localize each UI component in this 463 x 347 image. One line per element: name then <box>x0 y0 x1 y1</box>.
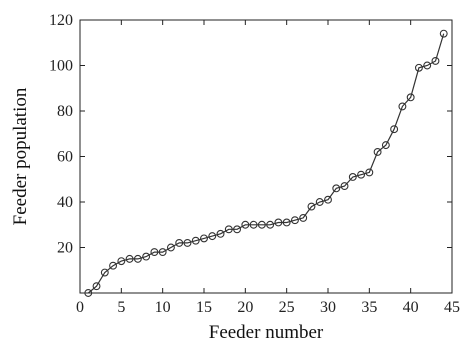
data-point <box>241 220 250 229</box>
data-point <box>307 202 316 211</box>
data-point <box>357 170 366 179</box>
data-point <box>109 261 118 270</box>
y-axis-label: Feeder population <box>10 87 31 225</box>
x-tick-label: 30 <box>320 299 336 316</box>
y-tick-label: 60 <box>57 149 73 166</box>
y-tick-label: 20 <box>57 240 73 257</box>
data-point <box>315 198 324 206</box>
data-point <box>84 289 93 297</box>
data-point <box>381 141 390 150</box>
plot-frame <box>79 19 453 294</box>
x-tick-label: 25 <box>279 299 295 316</box>
data-point <box>208 232 217 241</box>
data-point <box>398 102 407 111</box>
x-tick-label: 35 <box>361 299 377 316</box>
data-point <box>290 216 299 225</box>
y-tick-label: 40 <box>57 194 73 211</box>
data-point <box>324 195 332 204</box>
x-tick-label: 0 <box>76 299 84 316</box>
data-point <box>266 220 275 229</box>
data-point <box>340 182 349 191</box>
data-point <box>423 61 432 70</box>
data-point <box>299 213 308 222</box>
data-point <box>183 239 192 247</box>
data-point <box>282 218 291 227</box>
series-line <box>87 33 445 294</box>
plot-area <box>84 29 448 297</box>
data-point <box>373 148 382 156</box>
data-point <box>406 93 415 102</box>
x-tick-label: 45 <box>444 299 460 316</box>
data-point <box>390 125 399 134</box>
data-point <box>125 254 134 263</box>
data-point <box>158 248 167 257</box>
ticks: 0 5 10 15 20 25 30 35 40 45 20 40 60 80 100 120 <box>49 12 460 316</box>
data-point <box>414 63 423 72</box>
data-point <box>365 168 374 177</box>
data-point <box>166 243 175 252</box>
data-point <box>274 218 283 227</box>
x-tick-label: 10 <box>155 299 171 316</box>
data-point <box>200 234 208 243</box>
y-tick-label: 100 <box>49 58 73 75</box>
data-point <box>224 225 233 234</box>
data-point <box>233 225 242 234</box>
data-point <box>150 248 159 257</box>
y-tick-label: 80 <box>57 103 73 120</box>
axes <box>79 19 453 294</box>
x-tick-label: 20 <box>237 299 253 316</box>
data-point <box>431 56 440 65</box>
data-point <box>257 220 266 229</box>
data-point <box>133 254 142 263</box>
y-tick-label: 120 <box>49 12 73 29</box>
x-axis-label: Feeder number <box>209 322 324 343</box>
data-point <box>439 29 448 38</box>
data-point <box>142 252 151 261</box>
data-point <box>249 220 258 229</box>
x-tick-label: 15 <box>196 299 212 316</box>
data-point <box>332 184 341 193</box>
data-point <box>175 239 184 247</box>
data-point <box>191 236 200 245</box>
data-point <box>117 257 126 266</box>
data-point <box>100 268 109 277</box>
data-point <box>92 282 101 291</box>
data-point <box>216 229 225 238</box>
data-point <box>348 173 357 181</box>
x-tick-label: 40 <box>403 299 419 316</box>
x-tick-label: 5 <box>117 299 125 316</box>
